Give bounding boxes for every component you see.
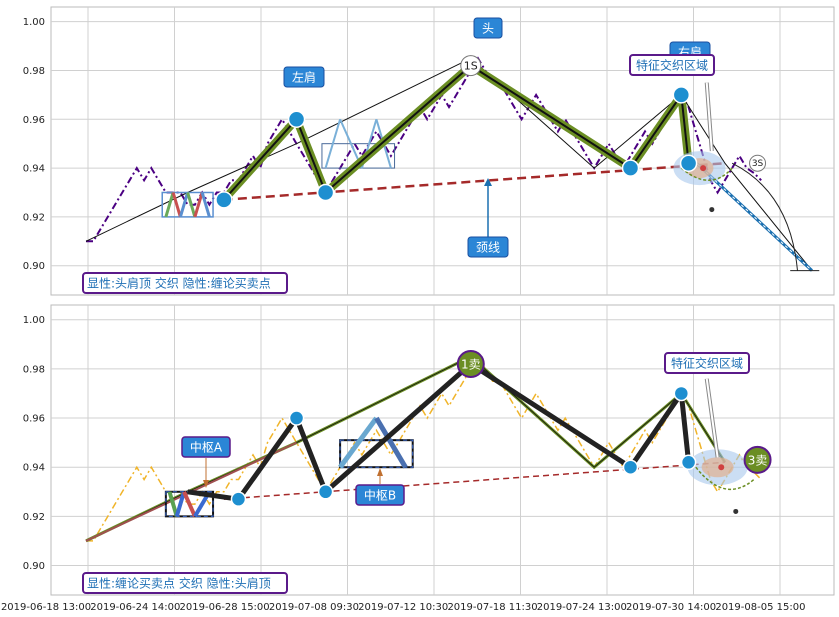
- zs-a-arrow-head: [203, 480, 209, 488]
- y-tick-label: 0.92: [23, 212, 45, 223]
- legend-box: [82, 272, 288, 294]
- zone-target-dot: [733, 508, 739, 514]
- bi-point: [288, 410, 305, 426]
- zs-b-label-box: [355, 484, 405, 506]
- zs-b-box-inner: [339, 439, 414, 468]
- bi-point: [230, 491, 247, 507]
- top-panel: 1.000.980.960.940.920.901S3S头左肩右肩特征交织区域颈…: [23, 6, 835, 296]
- x-tick-label: 2019-07-30 14:00: [626, 602, 716, 613]
- y-tick-label: 0.90: [23, 261, 45, 272]
- bi-point: [215, 191, 233, 209]
- sell-point-1: [456, 349, 485, 378]
- left-shoulder-label: 左肩: [292, 70, 316, 85]
- sell-point-3s: [749, 154, 767, 172]
- zone-arrow-inner: [705, 82, 713, 152]
- legend-text: 显性:头肩顶 交织 隐性:缠论买卖点: [87, 276, 271, 291]
- zs-segment: [186, 192, 197, 218]
- price-line: [86, 355, 762, 542]
- zs-segment: [200, 192, 211, 218]
- zs-a-label-box: [181, 436, 231, 458]
- zone-curve: [680, 167, 733, 181]
- zone-dot: [700, 165, 707, 172]
- x-tick-label: 2019-07-08 09:30: [269, 602, 359, 613]
- bi-thin-line: [85, 57, 813, 271]
- x-tick-label: 2019-07-12 10:30: [358, 602, 448, 613]
- zone-label: 特征交织区域: [636, 58, 708, 73]
- y-tick-label: 0.96: [23, 115, 45, 126]
- y-tick-label: 0.94: [23, 164, 45, 175]
- zone-arrow-inner: [705, 378, 719, 458]
- bottom-panel: 1.00 0.98 0.96 0.94 0.92 0.90 1卖 3卖 中枢A 中枢B 特征交织区域…: [23, 304, 835, 596]
- sell-point-3-label: 3卖: [748, 453, 768, 467]
- zone-dot: [718, 464, 725, 471]
- bi-point: [621, 159, 640, 177]
- neckline: [223, 461, 725, 500]
- zone-label-box: [629, 54, 715, 76]
- zs-b-arrow-head: [377, 468, 383, 476]
- sell-point-1-label: 1卖: [461, 357, 481, 371]
- zs-a-segment: [182, 490, 197, 518]
- y-tick-label: 1.00: [23, 17, 45, 28]
- zone-core: [701, 457, 734, 478]
- legend-box: [82, 572, 288, 594]
- neckline-arrow-head: [484, 178, 492, 186]
- head-label: 头: [482, 22, 494, 36]
- bi-point: [317, 484, 334, 500]
- bi-point: [680, 454, 697, 471]
- y-tick-label: 0.98: [23, 364, 45, 375]
- sell-point-1s: [460, 55, 482, 77]
- head-label-box: [473, 17, 503, 39]
- zs-b-segment: [338, 416, 379, 469]
- zs-b-segment: [374, 416, 408, 469]
- sell-point-3s-label: 3S: [752, 159, 764, 169]
- sell-point-1s-label: 1S: [464, 60, 478, 73]
- neckline-label: 颈线: [476, 241, 500, 255]
- x-tick-label: 2019-08-05 15:00: [715, 602, 805, 613]
- x-tick-label: 2019-06-24 14:00: [90, 602, 180, 613]
- zs-a-segment: [174, 491, 186, 517]
- zs-segment: [324, 118, 342, 169]
- x-tick-label: 2019-06-28 15:00: [180, 602, 270, 613]
- breakdown-line-inner: [688, 155, 813, 271]
- sell-point-3: [743, 445, 772, 474]
- zs-segment: [171, 192, 182, 218]
- bi-point: [673, 385, 690, 402]
- y-tick-label: 0.90: [23, 561, 45, 572]
- neckline-label-box: [467, 236, 509, 258]
- x-axis: 2019-06-18 13:00 2019-06-24 14:00 2019-06-…: [1, 602, 806, 613]
- bi-point: [287, 110, 306, 129]
- zone-label-box: [664, 352, 750, 374]
- y-tick-label: 0.94: [23, 463, 45, 474]
- bi-black: [187, 361, 692, 502]
- bi-point: [622, 459, 639, 475]
- zone-label: 特征交织区域: [671, 356, 743, 371]
- zone-target-dot: [709, 207, 715, 213]
- zs-segment: [164, 192, 175, 218]
- arc-line: [731, 162, 798, 271]
- zs-segment: [193, 192, 204, 218]
- bi-point: [316, 183, 335, 202]
- x-tick-label: 2019-07-18 11:30: [447, 602, 537, 613]
- bi-point: [679, 154, 698, 172]
- left-shoulder-label-box: [283, 66, 325, 88]
- zs-a-segment: [167, 491, 179, 517]
- zs-segment: [178, 192, 190, 218]
- x-tick-label: 2019-07-24 13:00: [537, 602, 627, 613]
- bi-point: [672, 86, 691, 104]
- legend-text: 显性:缠论买卖点 交织 隐性:头肩顶: [87, 576, 271, 591]
- zone-curve: [695, 466, 755, 490]
- x-tick-label: 2019-06-18 13:00: [1, 602, 91, 613]
- y-tick-label: 0.92: [23, 512, 45, 523]
- zs-a-label: 中枢A: [190, 440, 223, 455]
- y-tick-label: 0.98: [23, 66, 45, 77]
- y-tick-label: 1.00: [23, 315, 45, 326]
- zs-b-label: 中枢B: [364, 488, 396, 503]
- y-tick-label: 0.96: [23, 414, 45, 425]
